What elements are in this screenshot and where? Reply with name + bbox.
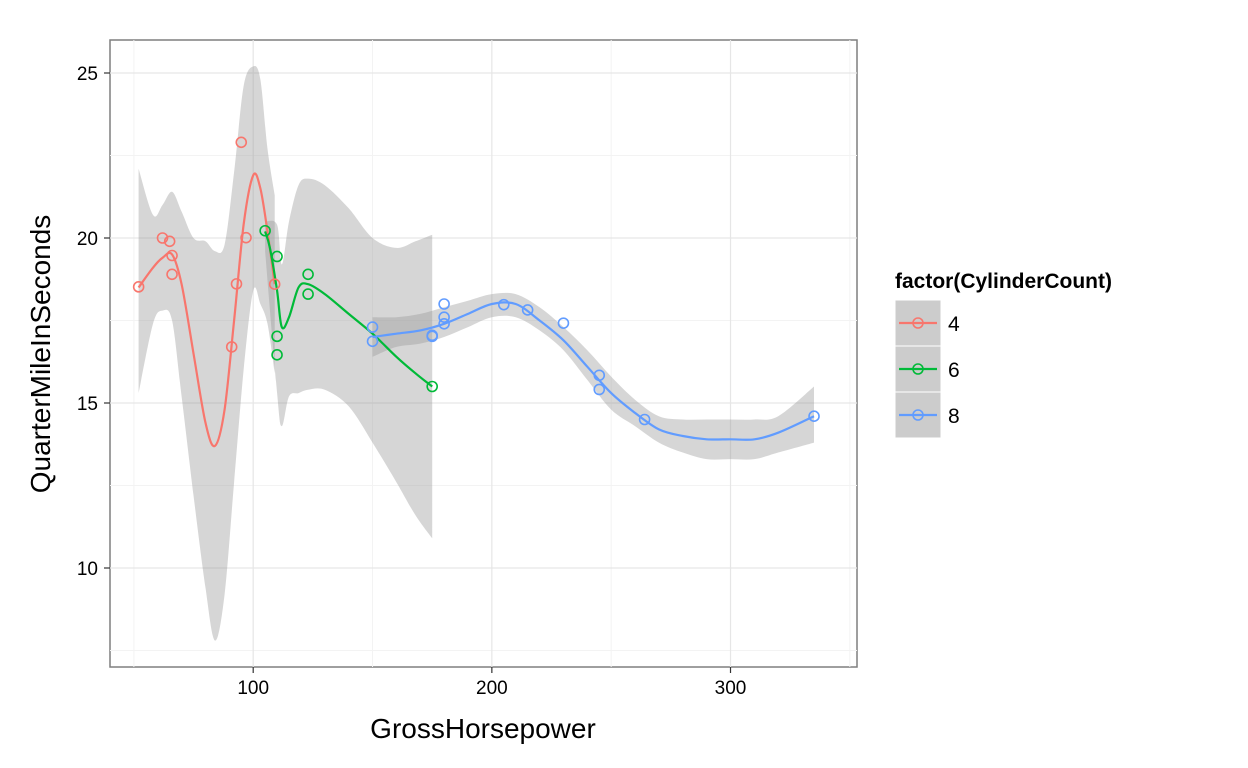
data-point-6 [302, 268, 314, 281]
data-point-6 [302, 288, 314, 300]
data-point-6 [271, 330, 283, 343]
legend-item-8: 8 [894, 391, 960, 439]
data-point-6 [259, 224, 271, 237]
data-point-4 [225, 341, 238, 353]
y-tick-label: 10 [77, 559, 98, 580]
x-tick-label: 300 [715, 678, 747, 699]
legend-label-4: 4 [948, 313, 960, 336]
axes: 100 200 300 10 15 20 25 [77, 64, 747, 699]
legend: factor(CylinderCount) 4 6 8 [894, 270, 1112, 439]
confidence-bands [138, 66, 814, 641]
data-point-4 [240, 231, 252, 244]
legend-label-6: 6 [948, 359, 960, 382]
data-point-8 [593, 383, 606, 396]
data-point-4 [230, 278, 243, 290]
data-point-8 [366, 321, 379, 333]
y-tick-label: 20 [77, 229, 98, 250]
legend-key-point-4 [912, 317, 924, 329]
confidence-band-8 [372, 292, 814, 460]
smooth-line-8 [372, 301, 815, 441]
x-tick-label: 100 [237, 678, 269, 699]
y-tick-label: 25 [77, 64, 98, 85]
confidence-band-4 [138, 66, 275, 641]
data-point-4 [166, 249, 178, 262]
data-point-8 [497, 298, 510, 311]
legend-item-4: 4 [894, 299, 960, 347]
data-point-8 [426, 329, 438, 342]
data-point-8 [521, 304, 534, 316]
data-point-4 [156, 232, 169, 244]
data-point-4 [163, 235, 176, 248]
data-point-8 [638, 413, 651, 426]
data-point-8 [438, 298, 450, 310]
legend-label-8: 8 [948, 405, 960, 428]
data-point-4 [235, 136, 248, 149]
data-point-6 [426, 380, 438, 393]
data-point-8 [557, 317, 570, 329]
legend-key-point-6 [912, 363, 924, 375]
data-point-6 [271, 250, 283, 263]
legend-item-6: 6 [894, 345, 960, 393]
data-points [132, 136, 820, 426]
data-point-8 [808, 410, 820, 423]
y-tick-label: 15 [77, 394, 98, 415]
x-tick-label: 200 [476, 678, 508, 699]
data-point-8 [593, 369, 606, 382]
data-point-8 [438, 311, 450, 324]
y-axis-title: QuarterMileInSeconds [25, 215, 56, 494]
data-point-4 [132, 281, 145, 293]
data-point-4 [166, 268, 178, 281]
data-point-8 [366, 335, 379, 348]
legend-title: factor(CylinderCount) [895, 270, 1112, 293]
data-point-8 [438, 317, 450, 330]
smooth-line-6 [264, 231, 433, 388]
legend-key-point-8 [912, 409, 924, 421]
confidence-band-6 [265, 178, 433, 539]
plot-panel [109, 39, 858, 668]
data-point-4 [268, 278, 281, 291]
x-axis-title: GrossHorsepower [370, 713, 596, 744]
data-point-6 [271, 349, 283, 361]
grid-lines [110, 40, 857, 667]
